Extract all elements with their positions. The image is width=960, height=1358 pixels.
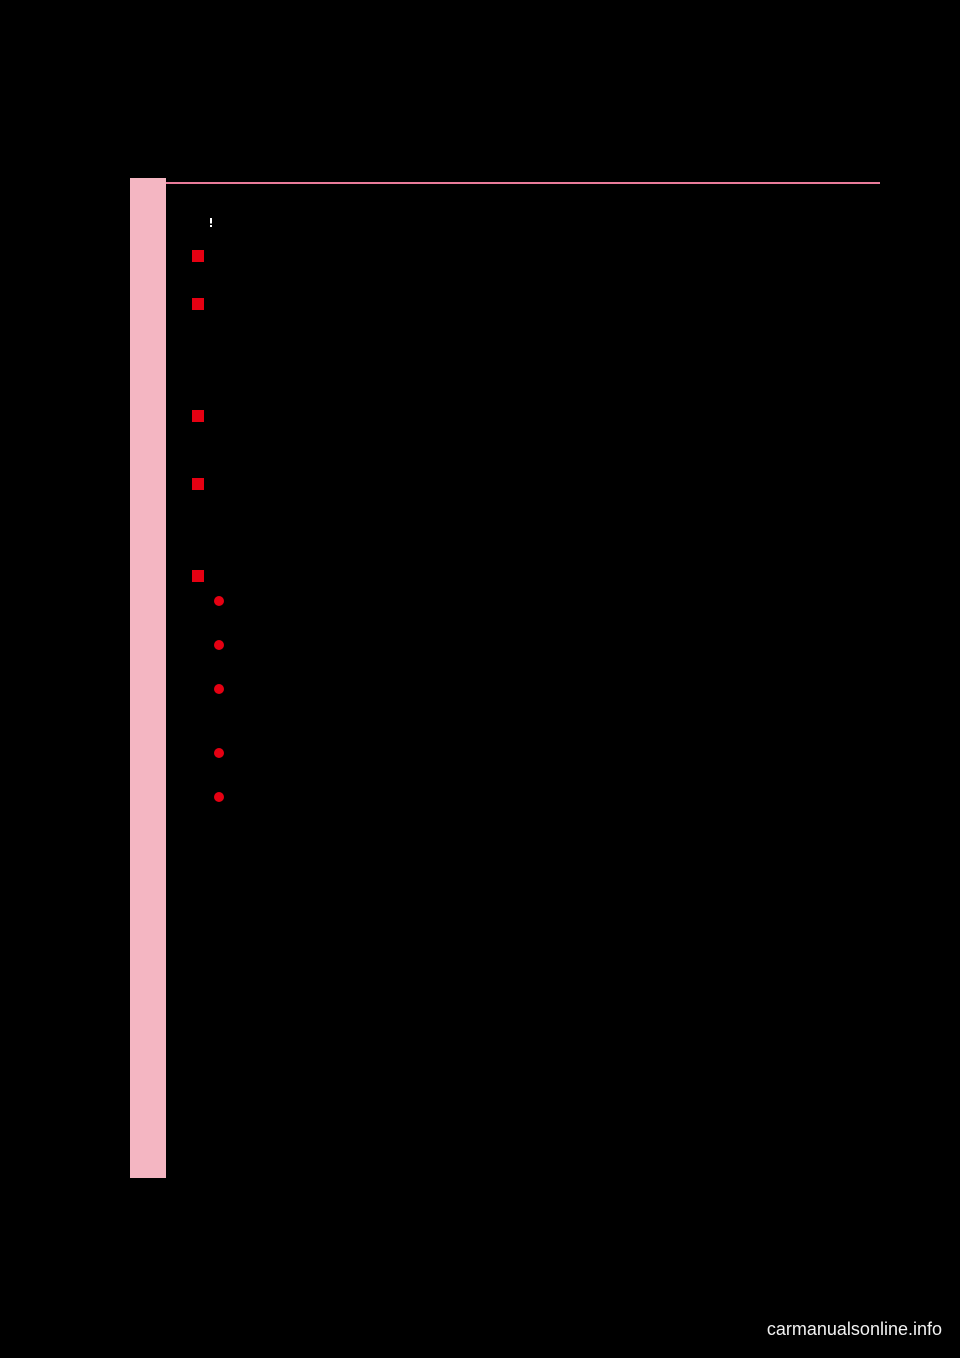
section-title: Wearing a seat belt	[214, 567, 339, 587]
caution-box: CAUTION	[192, 208, 692, 239]
section-heading: Seat belt pretensioners	[192, 475, 880, 495]
section-body-text: Inspect the seat belt system periodicall…	[214, 341, 880, 401]
bullet-text: Always wear your seat belt low and snug …	[234, 743, 679, 783]
round-bullet-icon	[214, 684, 224, 694]
round-bullet-icon	[214, 640, 224, 650]
model-code: GX460_OM_OM60K80U_(U)	[434, 1196, 577, 1208]
side-tab	[130, 178, 166, 1178]
bullet-text: The seat belt should be adjusted to lie …	[234, 679, 880, 739]
section-heading: Wearing a seat belt	[192, 247, 880, 267]
bullet-item: Always wear your seat belt low and snug …	[214, 743, 880, 783]
section-body-text: Failure to do so may cause death or seri…	[214, 541, 880, 561]
page-header: 36 1-1. For safe use	[132, 148, 880, 172]
bullet-item: Do not wear the shoulder belt under your…	[214, 635, 880, 675]
section-heading: When using the rear center seat belt	[192, 407, 880, 427]
section-title: Wearing a seat belt	[214, 247, 339, 267]
section-title: Seat belt pretensioners	[214, 475, 363, 495]
square-bullet-icon	[192, 298, 204, 310]
section-title: When using the rear center seat belt	[214, 407, 448, 427]
square-bullet-icon	[192, 410, 204, 422]
bullet-text: Each seat belt should be used by one per…	[234, 787, 880, 827]
page-number: 36	[132, 148, 192, 172]
warning-triangle-icon	[201, 212, 221, 235]
bullet-item: The seat belt should be adjusted to lie …	[214, 679, 880, 739]
section-title: Seat belt damage and wear	[214, 295, 391, 315]
bullet-item: Do not recline the seat any more than ne…	[214, 591, 880, 631]
bullet-text: Do not wear the shoulder belt under your…	[234, 635, 853, 675]
caution-label: CAUTION	[229, 215, 305, 233]
round-bullet-icon	[214, 596, 224, 606]
section-heading: Wearing a seat belt	[192, 567, 880, 587]
section-body-text: Do not use the rear center seat belt wit…	[214, 429, 880, 469]
manual-page: 36 1-1. For safe use CAUTION Wearing a s…	[132, 148, 880, 1148]
sections-container: Wearing a seat beltAlways wear a seat be…	[192, 247, 880, 827]
square-bullet-icon	[192, 250, 204, 262]
section-body-text: Always wear a seat belt properly.	[214, 269, 880, 289]
bullet-text: Do not recline the seat any more than ne…	[234, 591, 880, 631]
watermark-text: carmanualsonline.info	[767, 1319, 942, 1340]
round-bullet-icon	[214, 748, 224, 758]
section-body-text: If the pretensioner has activated, the S…	[214, 497, 880, 537]
square-bullet-icon	[192, 478, 204, 490]
header-rule	[132, 182, 880, 184]
section-heading: Seat belt damage and wear	[192, 295, 880, 315]
square-bullet-icon	[192, 570, 204, 582]
round-bullet-icon	[214, 792, 224, 802]
bullet-item: Each seat belt should be used by one per…	[214, 787, 880, 827]
caution-header: CAUTION	[193, 209, 691, 238]
content-column: CAUTION Wearing a seat beltAlways wear a…	[192, 208, 880, 827]
breadcrumb: 1-1. For safe use	[192, 153, 298, 169]
section-body-text: Do not damage the seat belts by allowing…	[214, 317, 880, 337]
